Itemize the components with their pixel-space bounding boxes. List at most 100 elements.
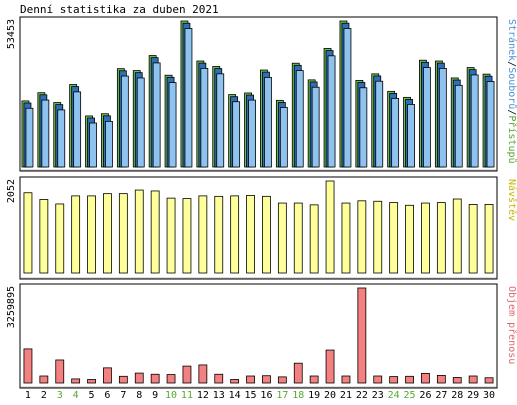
chart-title: Denní statistika za duben 2021 <box>20 3 219 16</box>
bar-traffic-9 <box>150 373 160 384</box>
y-max-label-traffic: 3259895 <box>6 286 17 328</box>
x-tick-label-17: 17 <box>276 390 288 401</box>
bar-visits-19 <box>309 204 319 274</box>
panel-frame-traffic <box>19 283 498 389</box>
bar-traffic-12 <box>198 364 208 384</box>
bar-stránek-25 <box>407 104 415 168</box>
legend-entry: / <box>506 109 517 115</box>
bar-visits-6 <box>103 193 112 274</box>
bar-stránek-8 <box>136 77 145 168</box>
x-tick-label-1: 1 <box>25 390 31 401</box>
bar-stránek-9 <box>152 62 161 168</box>
x-tick-label-13: 13 <box>213 390 225 401</box>
bar-visits-20 <box>325 180 335 274</box>
bar-stránek-1 <box>25 107 34 168</box>
bar-traffic-11 <box>182 365 192 384</box>
bar-stránek-20 <box>327 55 336 168</box>
x-tick-label-7: 7 <box>120 390 126 401</box>
bar-traffic-18 <box>293 362 303 384</box>
bar-stránek-28 <box>454 84 463 168</box>
bar-traffic-21 <box>341 375 351 384</box>
legend-entry: Stránek <box>506 19 517 61</box>
bar-visits-2 <box>39 199 49 274</box>
bar-visits-16 <box>262 195 271 274</box>
bar-stránek-26 <box>423 67 431 168</box>
bar-stránek-29 <box>470 74 479 168</box>
bar-stránek-10 <box>168 82 177 168</box>
x-tick-label-25: 25 <box>404 390 416 401</box>
bar-visits-8 <box>134 189 144 274</box>
bar-visits-22 <box>357 200 367 274</box>
legend-traffic: Objem přenosu <box>506 286 517 364</box>
bar-stránek-3 <box>57 109 66 168</box>
x-tick-label-12: 12 <box>197 390 209 401</box>
bar-visits-24 <box>389 202 399 274</box>
x-tick-label-2: 2 <box>41 390 47 401</box>
bar-stránek-23 <box>375 80 384 168</box>
bar-traffic-10 <box>166 374 176 384</box>
x-tick-label-9: 9 <box>152 390 158 401</box>
bar-stránek-5 <box>89 122 97 168</box>
x-tick-label-23: 23 <box>372 390 384 401</box>
bar-traffic-30 <box>484 377 494 384</box>
bar-traffic-6 <box>103 367 112 384</box>
bar-stránek-19 <box>311 86 320 168</box>
bar-traffic-27 <box>436 375 446 384</box>
bar-stránek-14 <box>232 101 241 168</box>
bar-visits-26 <box>421 202 430 274</box>
bar-visits-7 <box>118 193 128 274</box>
bar-visits-15 <box>246 195 255 274</box>
bar-visits-29 <box>468 204 478 274</box>
bar-visits-1 <box>23 192 33 274</box>
bar-visits-30 <box>484 204 494 274</box>
bar-stránek-18 <box>295 70 304 168</box>
bar-stránek-13 <box>216 73 225 168</box>
x-tick-label-18: 18 <box>292 390 304 401</box>
bar-traffic-20 <box>325 349 335 384</box>
bar-traffic-24 <box>389 376 399 384</box>
bar-traffic-14 <box>230 379 240 384</box>
bar-traffic-28 <box>452 377 462 384</box>
bar-traffic-15 <box>246 375 255 384</box>
bar-visits-9 <box>150 190 160 274</box>
x-tick-label-26: 26 <box>419 390 431 401</box>
bar-stránek-21 <box>343 28 352 168</box>
bar-traffic-3 <box>55 359 65 384</box>
bar-visits-10 <box>166 197 176 274</box>
bar-visits-11 <box>182 198 192 274</box>
x-tick-label-20: 20 <box>324 390 336 401</box>
x-tick-label-16: 16 <box>260 390 272 401</box>
bar-traffic-23 <box>373 375 383 384</box>
bar-visits-27 <box>436 202 446 274</box>
bar-stránek-24 <box>391 98 400 168</box>
panel-frame-hits <box>19 16 498 172</box>
legend-hits: Stránek/Souborů/Přístupů <box>506 19 517 164</box>
bar-stránek-22 <box>359 87 368 168</box>
bar-traffic-29 <box>468 375 478 384</box>
bar-stránek-27 <box>438 67 447 168</box>
bar-visits-21 <box>341 202 351 274</box>
legend-entry: Přístupů <box>506 115 517 163</box>
bar-traffic-7 <box>118 375 128 384</box>
bar-traffic-17 <box>277 376 287 384</box>
bar-traffic-13 <box>214 373 224 384</box>
bar-stránek-15 <box>248 99 256 168</box>
bar-traffic-19 <box>309 375 319 384</box>
bar-stránek-7 <box>120 75 129 168</box>
bar-stránek-16 <box>264 77 272 168</box>
bar-traffic-8 <box>134 372 144 384</box>
x-tick-label-10: 10 <box>165 390 177 401</box>
legend-visits: Návštěv <box>506 179 517 221</box>
x-tick-label-5: 5 <box>89 390 95 401</box>
x-tick-label-22: 22 <box>356 390 368 401</box>
legend-entry: Objem přenosu <box>506 286 517 364</box>
bar-traffic-26 <box>421 372 430 384</box>
x-tick-label-14: 14 <box>229 390 241 401</box>
x-tick-label-8: 8 <box>136 390 142 401</box>
bar-traffic-22 <box>357 287 367 384</box>
y-max-label-visits: 2052 <box>6 179 17 203</box>
panel-frame-visits <box>19 176 498 280</box>
bar-visits-12 <box>198 195 208 274</box>
x-tick-label-4: 4 <box>73 390 79 401</box>
